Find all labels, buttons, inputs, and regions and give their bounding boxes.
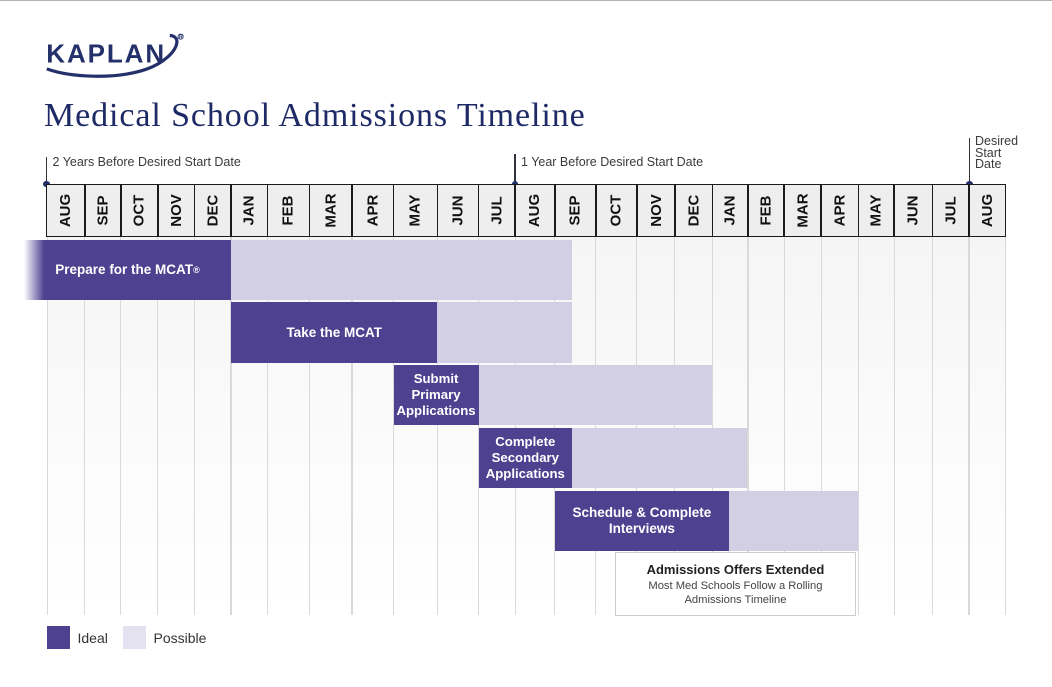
- svg-text:KAPLAN: KAPLAN: [46, 38, 166, 68]
- svg-text:R: R: [179, 35, 183, 41]
